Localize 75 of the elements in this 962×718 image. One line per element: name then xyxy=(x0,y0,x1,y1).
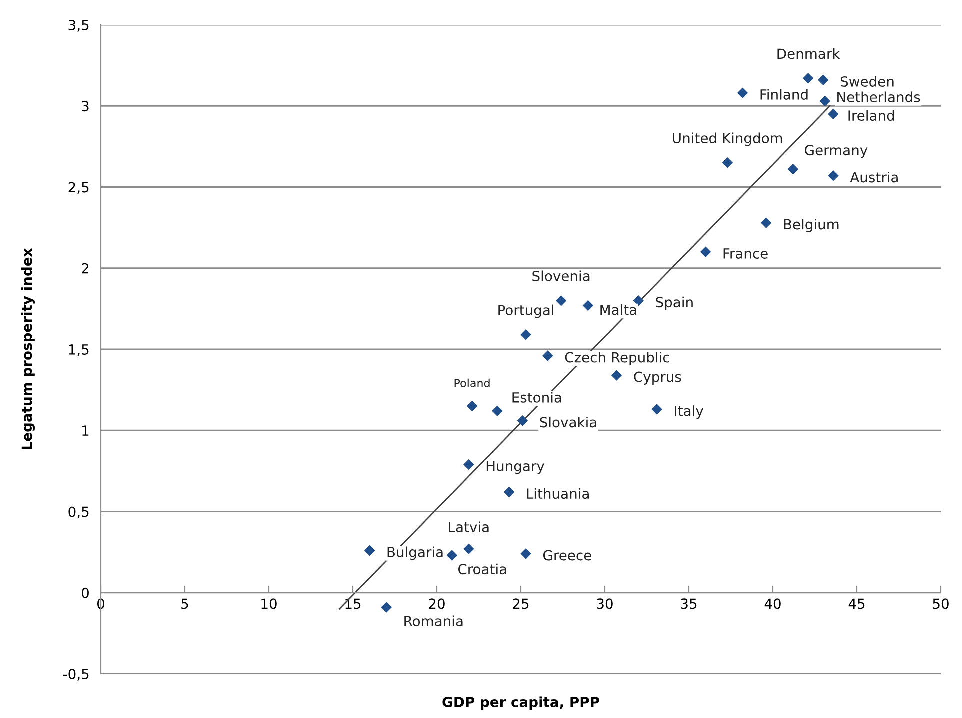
point xyxy=(466,400,478,412)
data-label: Poland xyxy=(454,378,490,388)
y-tick-label: 2,5 xyxy=(68,182,89,194)
data-label: Italy xyxy=(675,406,704,420)
data-label: Ireland xyxy=(848,110,894,122)
point xyxy=(802,73,814,84)
x-tick-label: 10 xyxy=(262,598,277,610)
data-label: Greece xyxy=(543,550,592,561)
data-label: Cyprus xyxy=(634,372,682,385)
x-tick-label: 30 xyxy=(597,598,613,610)
data-label: Malta xyxy=(600,304,636,316)
point xyxy=(464,544,474,554)
point xyxy=(517,416,528,426)
data-label: Hungary xyxy=(486,461,544,474)
data-label: Croatia xyxy=(458,564,506,575)
point xyxy=(788,164,799,175)
x-tick-label: 15 xyxy=(346,598,361,610)
point xyxy=(700,246,712,258)
point xyxy=(492,406,503,417)
point xyxy=(582,300,594,312)
point xyxy=(364,545,376,556)
data-label: Romania xyxy=(404,616,463,627)
point xyxy=(633,295,644,306)
y-tick-label: 3 xyxy=(82,101,89,112)
data-label: France xyxy=(724,248,768,259)
y-tick-label: 0,5 xyxy=(68,506,89,519)
data-label: Sweden xyxy=(840,76,894,87)
x-axis-title: GDP per capita, PPP xyxy=(442,696,600,710)
data-label: United Kingdom xyxy=(673,132,782,146)
point xyxy=(556,295,567,306)
point xyxy=(828,170,839,182)
point xyxy=(737,88,748,99)
y-tick-label: 3,5 xyxy=(68,20,89,32)
data-label: Slovenia xyxy=(532,270,590,282)
y-tick-label: 2 xyxy=(82,263,88,274)
data-label: Czech Republic xyxy=(565,352,670,366)
y-tick-label: 0 xyxy=(82,588,89,598)
x-tick-label: 5 xyxy=(182,598,188,610)
point xyxy=(828,108,839,120)
data-label: Netherlands xyxy=(838,92,920,103)
point xyxy=(464,459,474,470)
y-tick-label: -0,5 xyxy=(63,668,89,681)
point xyxy=(820,96,830,107)
point xyxy=(652,404,662,415)
point xyxy=(818,74,829,86)
data-label: Lithuania xyxy=(527,488,589,500)
data-label: Estonia xyxy=(512,392,562,403)
x-tick-label: 35 xyxy=(681,598,697,610)
y-tick-label: 1,5 xyxy=(69,344,89,356)
point xyxy=(381,602,392,613)
data-label: Portugal xyxy=(498,304,554,318)
data-label: Slovakia xyxy=(540,416,596,428)
data-label: Austria xyxy=(850,172,898,183)
point xyxy=(722,158,734,168)
x-tick-label: 50 xyxy=(933,598,949,610)
point xyxy=(504,486,515,498)
x-tick-label: 40 xyxy=(764,598,781,610)
data-label: Belgium xyxy=(784,219,839,232)
x-tick-label: 45 xyxy=(848,598,865,610)
y-tick-label: 1 xyxy=(82,426,89,436)
x-tick-label: 25 xyxy=(513,598,529,610)
data-label: Latvia xyxy=(449,522,489,532)
data-label: Finland xyxy=(760,89,808,100)
point xyxy=(520,330,532,340)
y-axis-title: Legatum prosperity index xyxy=(21,248,36,450)
data-label: Bulgaria xyxy=(388,546,443,560)
point xyxy=(542,350,554,362)
x-tick-label: 20 xyxy=(429,598,445,610)
point xyxy=(760,218,772,228)
data-label: Germany xyxy=(805,145,868,158)
point xyxy=(611,370,622,381)
point xyxy=(520,548,532,560)
point xyxy=(446,550,458,561)
data-label: Denmark xyxy=(778,48,840,60)
data-label: Spain xyxy=(656,296,693,310)
